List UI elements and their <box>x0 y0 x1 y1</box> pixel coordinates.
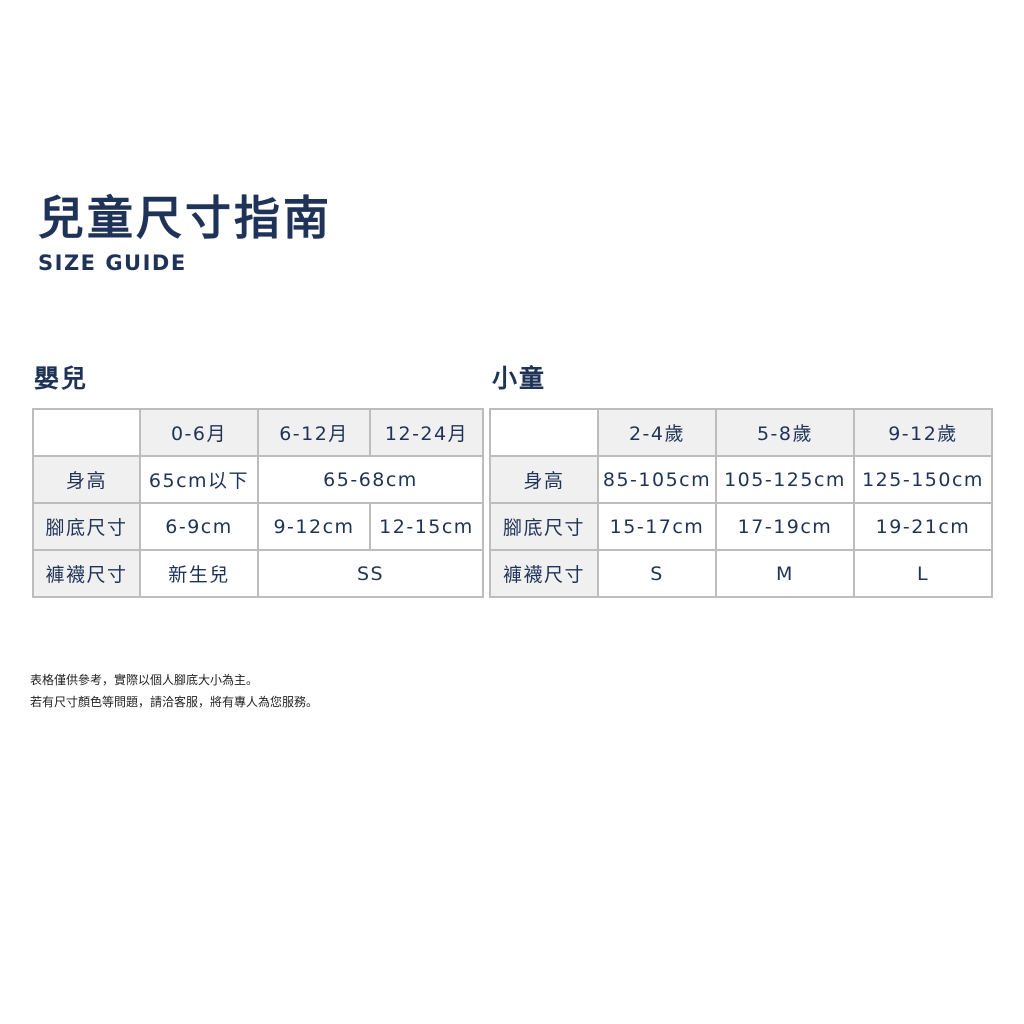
table-corner <box>32 408 141 457</box>
table-row: 身高 65cm以下 65-68cm <box>32 455 484 504</box>
table-header-row: 0-6月 6-12月 12-24月 <box>32 408 484 457</box>
table-cell: 6-9cm <box>139 502 259 551</box>
kids-heading: 小童 <box>492 364 547 393</box>
table-cell: 9-12cm <box>257 502 371 551</box>
table-cell: 65cm以下 <box>139 455 259 504</box>
row-header: 褲襪尺寸 <box>489 549 599 598</box>
table-cell: 19-21cm <box>853 502 993 551</box>
table-cell: 85-105cm <box>597 455 717 504</box>
row-header: 腳底尺寸 <box>32 502 141 551</box>
table-cell: SS <box>257 549 484 598</box>
row-header: 身高 <box>489 455 599 504</box>
baby-heading: 嬰兒 <box>34 364 89 393</box>
table-cell: M <box>715 549 855 598</box>
column-header: 0-6月 <box>139 408 259 457</box>
column-header: 6-12月 <box>257 408 371 457</box>
table-row: 腳底尺寸 6-9cm 9-12cm 12-15cm <box>32 502 484 551</box>
table-cell: 新生兒 <box>139 549 259 598</box>
table-cell: S <box>597 549 717 598</box>
column-header: 9-12歲 <box>853 408 993 457</box>
column-header: 5-8歲 <box>715 408 855 457</box>
note-line: 若有尺寸顏色等問題，請洽客服，將有專人為您服務。 <box>30 695 319 709</box>
column-header: 2-4歲 <box>597 408 717 457</box>
baby-size-table: 0-6月 6-12月 12-24月 身高 65cm以下 65-68cm 腳底尺寸… <box>32 408 484 598</box>
row-header: 身高 <box>32 455 141 504</box>
table-cell: L <box>853 549 993 598</box>
kids-size-table: 2-4歲 5-8歲 9-12歲 身高 85-105cm 105-125cm 12… <box>489 408 993 598</box>
page-title: 兒童尺寸指南 <box>38 191 332 245</box>
table-header-row: 2-4歲 5-8歲 9-12歲 <box>489 408 993 457</box>
table-cell: 125-150cm <box>853 455 993 504</box>
table-cell: 17-19cm <box>715 502 855 551</box>
table-row: 腳底尺寸 15-17cm 17-19cm 19-21cm <box>489 502 993 551</box>
column-header: 12-24月 <box>369 408 484 457</box>
table-cell: 65-68cm <box>257 455 484 504</box>
table-row: 褲襪尺寸 新生兒 SS <box>32 549 484 598</box>
note-line: 表格僅供參考，實際以個人腳底大小為主。 <box>30 673 259 687</box>
row-header: 褲襪尺寸 <box>32 549 141 598</box>
table-row: 身高 85-105cm 105-125cm 125-150cm <box>489 455 993 504</box>
table-corner <box>489 408 599 457</box>
table-cell: 12-15cm <box>369 502 484 551</box>
table-cell: 15-17cm <box>597 502 717 551</box>
row-header: 腳底尺寸 <box>489 502 599 551</box>
table-row: 褲襪尺寸 S M L <box>489 549 993 598</box>
table-cell: 105-125cm <box>715 455 855 504</box>
page-subtitle: SIZE GUIDE <box>38 251 187 275</box>
